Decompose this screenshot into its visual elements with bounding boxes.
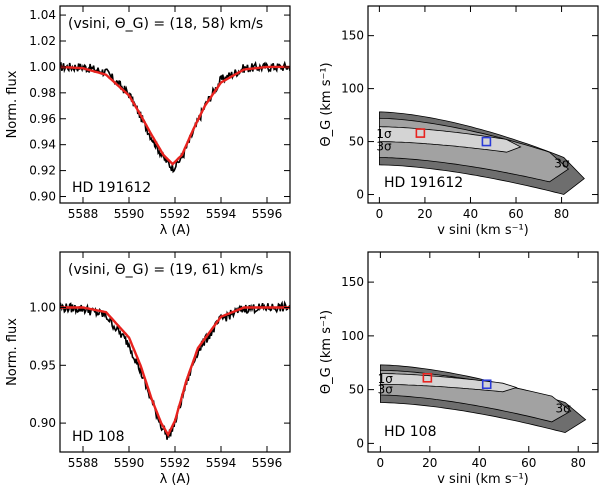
plot-area	[60, 300, 290, 440]
model-spectrum-line	[60, 65, 290, 166]
x-tick-label: 5596	[252, 207, 283, 221]
alternate-fit-marker	[481, 136, 492, 147]
y-tick-label: 100	[341, 82, 364, 96]
contour-label-3sigma-right: 3σ	[555, 402, 571, 416]
y-axis-label: Θ_G (km s⁻¹)	[319, 62, 334, 146]
x-tick-label: 40	[463, 207, 478, 221]
best-fit-marker	[415, 128, 426, 138]
y-tick-label: 1.00	[29, 60, 56, 74]
x-axis-label: v sini (km s⁻¹)	[437, 472, 529, 487]
y-tick-label: 0.90	[29, 416, 56, 430]
contour-label-1sigma: 1σ	[378, 372, 394, 386]
star-label: HD 191612	[72, 180, 151, 196]
y-tick-label: 50	[349, 135, 364, 149]
spectrum-panel: 5588 5590 5592 5594 5596 0.90 0.92 0.94 0.96 0.98…	[5, 5, 291, 238]
y-tick-label: 0.98	[29, 86, 56, 100]
plot-frame	[367, 5, 599, 204]
x-tick-label: 40	[472, 456, 487, 470]
observed-spectrum-line	[60, 60, 290, 174]
best-fit-marker	[422, 373, 433, 383]
y-axis-label: Norm. flux	[5, 318, 20, 386]
y-tick-label: 0.90	[29, 190, 56, 204]
y-tick-label: 1.00	[29, 300, 56, 314]
x-tick-label: 0	[377, 456, 385, 470]
contour-label-1sigma: 1σ	[376, 127, 392, 141]
x-tick-label: 5588	[68, 456, 99, 470]
fit-annotation: (vsini, Θ_G) = (19, 61) km/s	[68, 262, 263, 278]
x-tick-label: 5592	[160, 456, 191, 470]
x-axis-label: v sini (km s⁻¹)	[437, 223, 529, 238]
x-tick-label: 20	[422, 456, 437, 470]
plot-area	[379, 111, 585, 195]
plot-area	[380, 364, 587, 434]
plot-frame	[59, 251, 291, 453]
x-tick-label: 20	[417, 207, 432, 221]
x-axis-label: λ (A)	[160, 223, 191, 238]
plot-area	[60, 60, 290, 174]
star-label: HD 108	[72, 429, 124, 445]
model-spectrum-line	[60, 306, 290, 438]
contour-label-3sigma-right: 3σ	[554, 156, 570, 170]
contour-label-3sigma-left: 3σ	[376, 140, 392, 154]
star-label: HD 191612	[384, 175, 463, 191]
y-tick-label: 0.95	[29, 358, 56, 372]
x-tick-label: 5588	[68, 207, 99, 221]
y-tick-label: 0.96	[29, 112, 56, 126]
y-tick-label: 1.04	[29, 8, 56, 22]
alternate-fit-marker	[481, 379, 492, 390]
spectrum-panel: 5588 5590 5592 5594 5596 0.90 0.95 1.00 λ (A) Nor…	[5, 251, 291, 487]
y-tick-label: 0	[356, 436, 364, 450]
y-tick-label: 0.92	[29, 164, 56, 178]
y-tick-label: 0	[356, 188, 364, 202]
x-tick-label: 5594	[206, 207, 237, 221]
x-tick-label: 5590	[114, 456, 145, 470]
y-tick-label: 100	[341, 329, 364, 343]
plot-frame	[59, 5, 291, 204]
y-axis-label: Norm. flux	[5, 70, 20, 138]
x-tick-label: 80	[571, 456, 586, 470]
x-tick-label: 80	[554, 207, 569, 221]
x-tick-label: 60	[521, 456, 536, 470]
fit-annotation: (vsini, Θ_G) = (18, 58) km/s	[68, 16, 263, 32]
y-tick-label: 1.02	[29, 34, 56, 48]
contour-label-3sigma-left: 3σ	[378, 382, 394, 396]
x-axis-label: λ (A)	[160, 472, 191, 487]
y-tick-label: 150	[341, 275, 364, 289]
y-tick-label: 0.94	[29, 138, 56, 152]
x-tick-label: 0	[376, 207, 384, 221]
x-tick-label: 5596	[252, 456, 283, 470]
x-tick-label: 5590	[114, 207, 145, 221]
x-tick-label: 60	[508, 207, 523, 221]
plot-frame	[367, 251, 599, 453]
y-tick-label: 150	[341, 29, 364, 43]
y-tick-label: 50	[349, 383, 364, 397]
y-axis-label: Θ_G (km s⁻¹)	[319, 310, 334, 394]
x-tick-label: 5592	[160, 207, 191, 221]
star-label: HD 108	[384, 424, 436, 440]
x-tick-label: 5594	[206, 456, 237, 470]
